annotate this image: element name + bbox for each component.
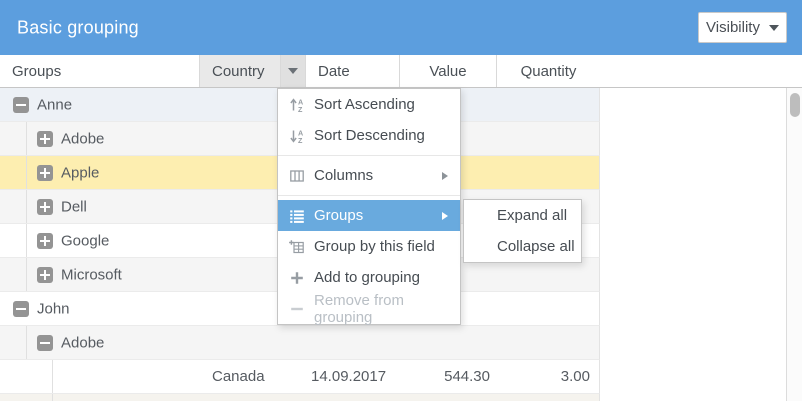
scrollbar-thumb[interactable]: [790, 93, 800, 117]
column-header-quantity[interactable]: Quantity: [520, 62, 577, 80]
group-label: Anne: [37, 96, 73, 113]
group-label: John: [37, 300, 70, 317]
submenu-item-expand-all[interactable]: Expand all: [464, 200, 581, 231]
groups-submenu: Expand all Collapse all: [463, 199, 582, 263]
expand-icon[interactable]: [37, 164, 53, 181]
page-title: Basic grouping: [17, 17, 139, 37]
country-menu-button[interactable]: [281, 55, 306, 87]
svg-text:Z: Z: [298, 136, 303, 144]
expand-icon[interactable]: [37, 232, 53, 249]
svg-text:Z: Z: [298, 105, 303, 113]
menu-separator: [278, 195, 460, 196]
sort-ascending-icon: A Z: [288, 96, 306, 114]
menu-item-group-by-field[interactable]: Group by this field: [278, 231, 460, 262]
submenu-item-label: Expand all: [497, 207, 568, 224]
menu-item-columns[interactable]: Columns: [278, 160, 460, 191]
column-header-row: Groups Country Date Value Quantity: [0, 55, 802, 88]
column-header-groups[interactable]: Groups: [0, 55, 200, 87]
menu-item-label: Sort Descending: [314, 127, 425, 144]
menu-item-add-to-grouping[interactable]: Add to grouping: [278, 262, 460, 293]
menu-item-label: Remove from grouping: [314, 291, 405, 326]
group-label: Microsoft: [61, 266, 122, 283]
indent-guide: [26, 190, 27, 223]
vertical-scrollbar[interactable]: [786, 88, 802, 401]
menu-separator: [278, 155, 460, 156]
menu-item-sort-descending[interactable]: A Z Sort Descending: [278, 120, 460, 151]
svg-text:A: A: [298, 128, 303, 137]
group-label: Dell: [61, 198, 87, 215]
indent-guide: [52, 394, 53, 401]
cell-date: 14.09.2017: [311, 368, 387, 385]
indent-guide: [52, 360, 53, 393]
menu-item-remove-from-grouping[interactable]: Remove from grouping: [278, 291, 460, 326]
data-row[interactable]: Canada 14.09.2017 544.30 3.00: [0, 360, 600, 394]
visibility-button-label: Visibility: [706, 19, 760, 36]
indent-guide: [26, 326, 27, 359]
menu-item-label: Group by this field: [314, 238, 435, 255]
sort-descending-icon: A Z: [288, 127, 306, 145]
visibility-button[interactable]: Visibility: [698, 12, 787, 43]
indent-guide: [26, 224, 27, 257]
submenu-item-collapse-all[interactable]: Collapse all: [464, 231, 581, 262]
menu-item-label: Add to grouping: [314, 269, 420, 286]
expand-icon[interactable]: [37, 198, 53, 215]
expand-icon[interactable]: [37, 266, 53, 283]
indent-guide: [26, 122, 27, 155]
column-header-value[interactable]: Value: [400, 55, 497, 87]
submenu-item-label: Collapse all: [497, 238, 575, 255]
expand-icon[interactable]: [37, 130, 53, 147]
toolbar: Basic grouping Visibility: [0, 0, 802, 55]
data-row-partial[interactable]: [0, 394, 600, 401]
chevron-right-icon: [442, 171, 448, 180]
collapse-icon[interactable]: [37, 334, 53, 351]
menu-item-sort-ascending[interactable]: A Z Sort Ascending: [278, 89, 460, 120]
chevron-right-icon: [442, 211, 448, 220]
group-label: Google: [61, 232, 110, 249]
group-label: Adobe: [61, 334, 105, 351]
group-label: Adobe: [61, 130, 105, 147]
indent-guide: [26, 258, 27, 291]
cell-quantity: 3.00: [560, 368, 590, 385]
remove-icon: [288, 300, 306, 318]
cell-value: 544.30: [444, 368, 490, 385]
collapse-icon[interactable]: [13, 96, 29, 113]
menu-item-label: Columns: [314, 167, 374, 184]
chevron-down-icon: [288, 68, 298, 74]
group-row-adobe-john[interactable]: Adobe: [0, 326, 600, 360]
menu-item-label: Groups: [314, 207, 364, 224]
indent-guide: [26, 156, 27, 189]
columns-icon: [288, 167, 306, 185]
menu-item-groups[interactable]: Groups: [278, 200, 460, 231]
svg-text:A: A: [298, 97, 303, 106]
header-context-menu: A Z Sort Ascending A Z Sort Descending: [277, 88, 461, 326]
group-label: Apple: [61, 164, 100, 181]
chevron-down-icon: [768, 24, 779, 31]
groups-icon: [288, 207, 306, 225]
group-by-field-icon: [288, 238, 306, 256]
collapse-icon[interactable]: [13, 300, 29, 317]
cell-country: Canada: [212, 368, 265, 385]
menu-item-label: Sort Ascending: [314, 96, 415, 113]
add-icon: [288, 269, 306, 287]
column-header-date[interactable]: Date: [306, 55, 400, 87]
column-header-country[interactable]: Country: [200, 55, 281, 87]
